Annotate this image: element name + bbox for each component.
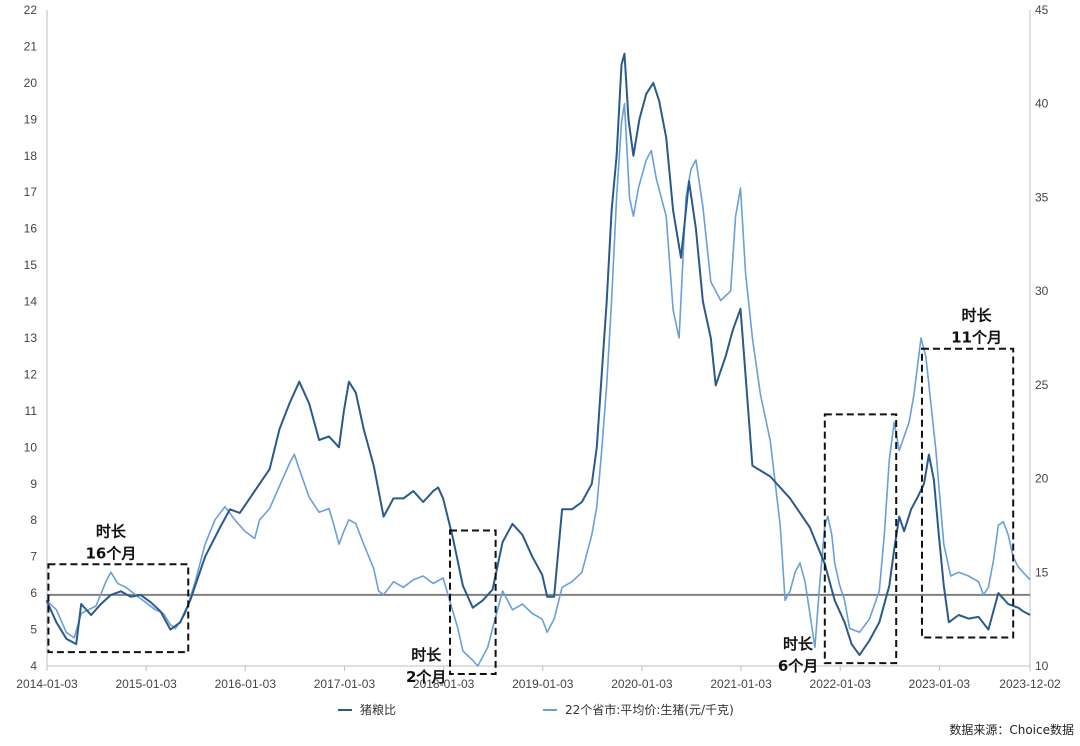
legend-label: 22个省市:平均价:生猪(元/千克)	[565, 702, 734, 717]
x-tick-label: 2022-01-03	[810, 677, 872, 691]
left-tick-label: 21	[24, 39, 38, 53]
annotation-text: 16个月	[85, 544, 136, 562]
x-tick-label: 2020-01-03	[611, 677, 673, 691]
x-tick-label: 2023-12-02	[999, 677, 1061, 691]
left-tick-label: 20	[24, 76, 38, 90]
data-source-note: 数据来源：Choice数据	[949, 723, 1074, 737]
left-tick-label: 22	[24, 3, 38, 17]
left-tick-label: 15	[24, 258, 38, 272]
annotation-box	[449, 529, 497, 676]
x-tick-label: 2019-01-03	[512, 677, 574, 691]
right-tick-label: 15	[1035, 565, 1049, 579]
legend: 猪粮比 22个省市:平均价:生猪(元/千克)	[338, 702, 734, 717]
right-tick-label: 25	[1035, 378, 1049, 392]
x-tick-label: 2016-01-03	[215, 677, 277, 691]
annotation-text: 2个月	[406, 668, 446, 686]
right-tick-label: 10	[1035, 659, 1049, 673]
annotation-text: 时长	[962, 307, 993, 325]
x-tick-label: 2014-01-03	[16, 677, 78, 691]
left-tick-label: 8	[30, 513, 37, 527]
left-tick-label: 5	[30, 623, 37, 637]
left-tick-label: 14	[24, 295, 38, 309]
right-tick-label: 30	[1035, 284, 1049, 298]
annotation-text: 11个月	[951, 329, 1002, 347]
left-tick-label: 9	[30, 477, 37, 491]
right-tick-label: 20	[1035, 472, 1049, 486]
right-tick-label: 45	[1035, 3, 1049, 17]
left-tick-label: 19	[24, 112, 38, 126]
x-tick-label: 2023-01-03	[909, 677, 971, 691]
series-layer	[45, 52, 1031, 667]
annotation-text: 时长	[783, 635, 814, 653]
annotation-text: 6个月	[778, 657, 818, 675]
x-tick-label: 2015-01-03	[115, 677, 177, 691]
annotation-text: 时长	[411, 646, 442, 664]
x-tick-label: 2018-01-03	[413, 677, 475, 691]
annotation-text: 时长	[96, 522, 127, 540]
right-tick-label: 40	[1035, 97, 1049, 111]
series-line-1	[45, 52, 1031, 657]
right-tick-label: 35	[1035, 190, 1049, 204]
left-tick-label: 10	[24, 440, 38, 454]
left-tick-label: 16	[24, 222, 38, 236]
series-line-2	[45, 102, 1031, 667]
x-tick-label: 2021-01-03	[710, 677, 772, 691]
x-tick-label: 2017-01-03	[314, 677, 376, 691]
legend-label: 猪粮比	[360, 702, 396, 717]
annotation-box	[823, 413, 898, 665]
axes-layer: 4567891011121314151617181920212210152025…	[16, 3, 1061, 691]
left-tick-label: 7	[30, 550, 37, 564]
left-tick-label: 11	[25, 404, 38, 418]
left-tick-label: 17	[24, 185, 38, 199]
left-tick-label: 18	[24, 149, 38, 163]
left-tick-label: 13	[24, 331, 38, 345]
annotation-box	[47, 563, 190, 654]
left-tick-label: 12	[24, 367, 38, 381]
annotation-box	[920, 347, 1015, 639]
left-tick-label: 6	[30, 586, 37, 600]
left-tick-label: 4	[30, 659, 37, 673]
